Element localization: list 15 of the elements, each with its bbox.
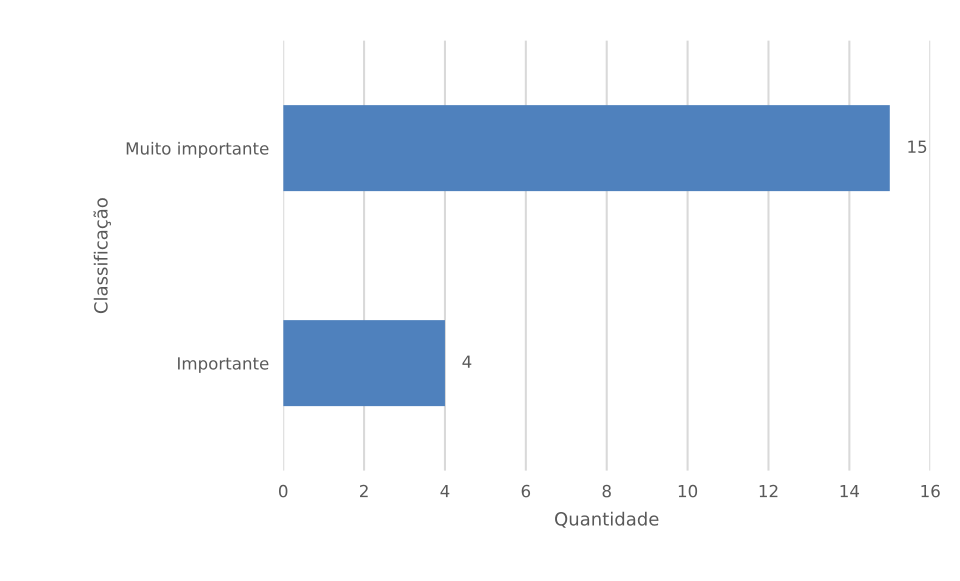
x-tick-label: 2 [360,484,368,498]
x-tick-label: 4 [440,485,450,498]
x-tick-label: 16 [921,484,940,498]
y-axis-title: Classificação [93,198,111,314]
x-tick-label: 12 [760,484,778,498]
x-tick-label: 8 [602,484,611,498]
x-axis-title: Quantidade [555,512,658,528]
y-tick-label: Muito importante [126,142,268,158]
data-label: 4 [462,356,472,368]
y-tick-label: Importante [178,357,268,373]
x-tick-label: 14 [840,485,860,498]
data-label: 15 [908,140,926,153]
x-tick-label: 10 [678,484,698,498]
x-tick-label: 0 [278,484,288,498]
x-tick-label: 6 [522,484,530,498]
